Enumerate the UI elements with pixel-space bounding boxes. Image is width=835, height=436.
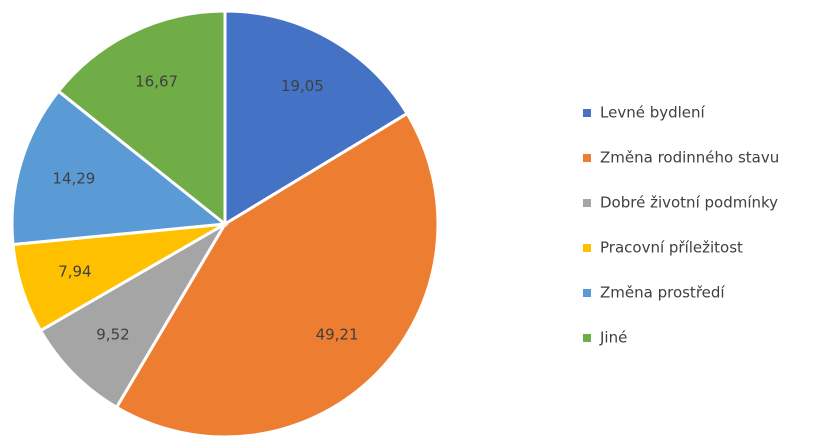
legend-swatch: [583, 154, 591, 162]
data-label: 7,94: [58, 263, 91, 281]
data-label: 49,21: [316, 325, 359, 343]
legend-swatch: [583, 244, 591, 252]
legend-label: Změna rodinného stavu: [600, 149, 779, 167]
data-label: 9,52: [96, 325, 129, 343]
legend-swatch: [583, 199, 591, 207]
pie-slice: [38, 219, 230, 410]
data-label: 14,29: [52, 170, 95, 188]
legend-label: Levné bydlení: [600, 104, 706, 122]
legend-swatch: [583, 109, 591, 117]
legend-swatch: [583, 289, 591, 297]
legend-label: Jiné: [599, 329, 627, 347]
pie-slice: [223, 9, 410, 227]
data-label: 16,67: [135, 72, 178, 90]
pie-slice: [114, 111, 440, 436]
pie-slice: [56, 9, 227, 228]
data-label: 19,05: [281, 77, 324, 95]
pie-slice: [10, 89, 229, 247]
legend-label: Pracovní příležitost: [600, 239, 743, 257]
legend-label: Změna prostředí: [600, 284, 725, 302]
legend-label: Dobré životní podmínky: [600, 194, 778, 212]
legend-swatch: [583, 334, 591, 342]
